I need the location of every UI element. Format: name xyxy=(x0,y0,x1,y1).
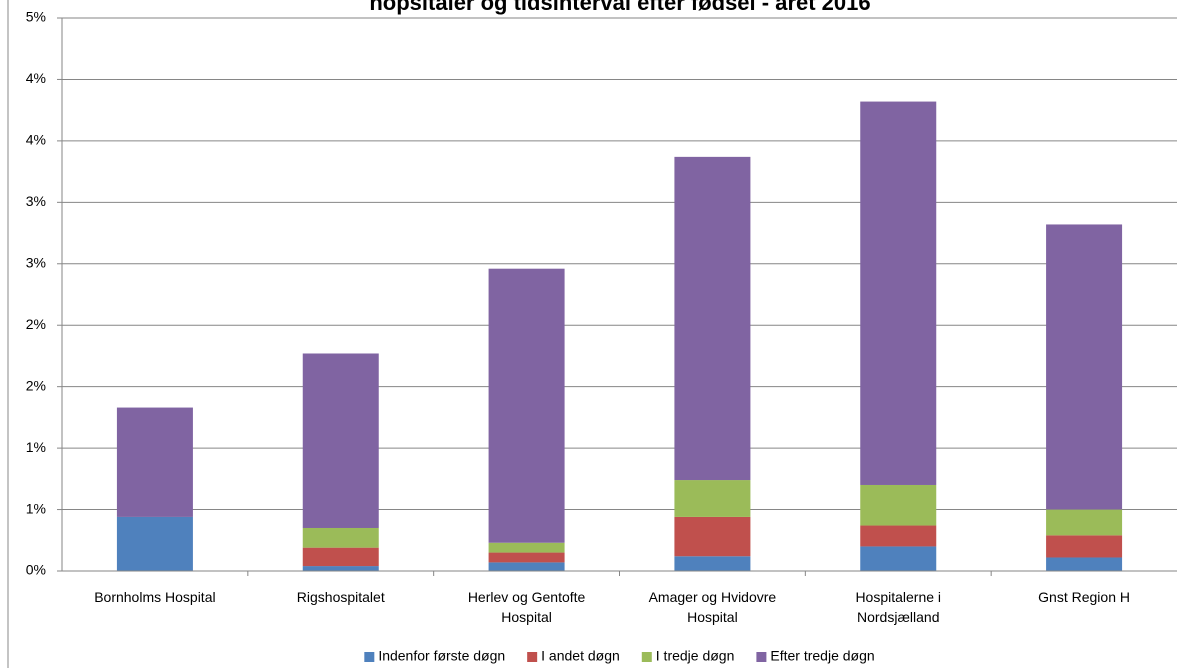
legend-swatch xyxy=(641,652,652,662)
legend-label: I andet døgn xyxy=(541,648,620,664)
bar-segment xyxy=(674,156,751,481)
bar-segment xyxy=(860,546,937,571)
bar-segment xyxy=(1046,535,1123,558)
bar-segment xyxy=(860,525,937,547)
x-tick-label: Herlev og Gentofte Hospital xyxy=(467,589,586,625)
bar-segment xyxy=(302,353,379,528)
y-tick-label: 0% xyxy=(26,562,46,578)
bar-segment xyxy=(860,484,937,526)
y-tick-label: 2% xyxy=(26,316,46,332)
x-tick-label: Rigshospitalet xyxy=(296,589,385,605)
bar-segment xyxy=(1046,509,1123,536)
bar-segment xyxy=(302,566,379,571)
x-tick-label: Hospitalerne i Nordsjælland xyxy=(855,589,942,625)
y-tick-label: 4% xyxy=(26,70,46,86)
x-tick-label: Amager og Hvidovre Hospital xyxy=(648,589,777,625)
legend-label: I tredje døgn xyxy=(656,648,735,664)
bar-segment xyxy=(302,547,379,567)
legend-swatch xyxy=(527,652,538,662)
chart-title: hopsitaler og tidsinterval efter fødsel … xyxy=(369,0,870,15)
bar-segment xyxy=(674,480,751,517)
legend-swatch xyxy=(756,652,767,662)
bar-segment xyxy=(116,516,193,571)
bar-segment xyxy=(674,516,751,557)
bar-segment xyxy=(1046,224,1123,510)
y-tick-label: 5% xyxy=(26,9,46,25)
bar-segment xyxy=(488,562,565,571)
bar-segment xyxy=(302,527,379,548)
y-tick-label: 3% xyxy=(26,193,46,209)
legend-label: Indenfor første døgn xyxy=(378,648,505,664)
y-tick-label: 1% xyxy=(26,500,46,516)
y-tick-label: 3% xyxy=(26,254,46,270)
bar-segment xyxy=(674,556,751,571)
bar-segment xyxy=(860,101,937,485)
bar-segment xyxy=(488,552,565,563)
y-tick-label: 4% xyxy=(26,132,46,148)
y-tick-label: 2% xyxy=(26,377,46,393)
bar-segment xyxy=(116,407,193,517)
y-tick-label: 1% xyxy=(26,439,46,455)
x-tick-label: Bornholms Hospital xyxy=(94,589,216,605)
legend-swatch xyxy=(364,652,375,662)
legend-label: Efter tredje døgn xyxy=(770,648,874,664)
bar-segment xyxy=(1046,557,1123,571)
x-tick-label: Gnst Region H xyxy=(1038,589,1130,605)
bar-segment xyxy=(488,268,565,543)
bar-segment xyxy=(488,542,565,553)
